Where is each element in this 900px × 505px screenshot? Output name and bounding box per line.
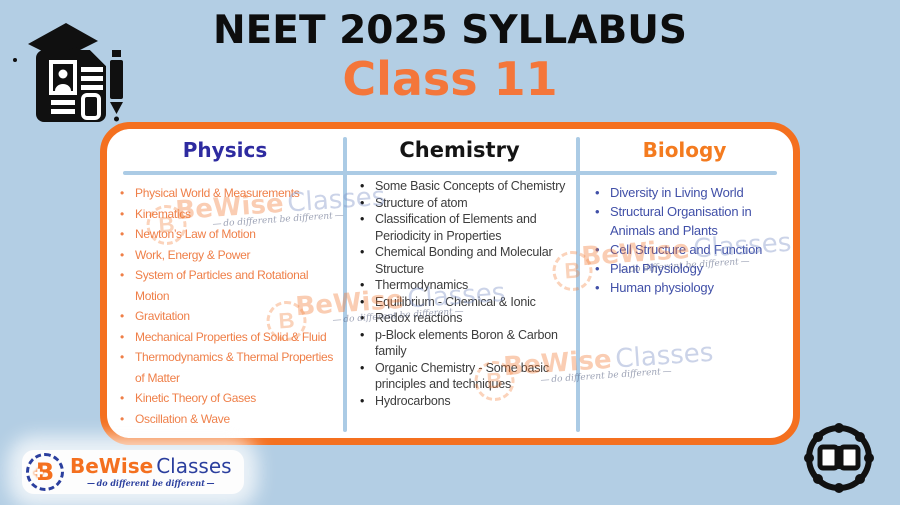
syllabus-topic: Organic Chemistry - Some basic principle… (359, 360, 566, 393)
syllabus-topic: Plant Physiology (594, 259, 787, 278)
physics-column: Physics Physical World & MeasurementsKin… (107, 129, 343, 438)
syllabus-topic: System of Particles and Rotational Motio… (119, 265, 341, 306)
chemistry-column: Chemistry Some Basic Concepts of Chemist… (343, 129, 576, 438)
syllabus-card: Physics Physical World & MeasurementsKin… (100, 122, 800, 445)
syllabus-topic: Oscillation & Wave (119, 409, 341, 430)
syllabus-topic: Newton’s Law of Motion (119, 224, 341, 245)
physics-topic-list: Physical World & MeasurementsKinematicsN… (119, 183, 341, 429)
syllabus-topic: Thermodynamics & Thermal Properties of M… (119, 347, 341, 388)
physics-column-title: Physics (182, 138, 268, 162)
syllabus-topic: Kinematics (119, 204, 341, 225)
biology-column: Biology Diversity in Living WorldStructu… (576, 129, 793, 438)
syllabus-topic: Physical World & Measurements (119, 183, 341, 204)
chemistry-column-title: Chemistry (399, 138, 520, 162)
bewise-classes-logo: B ✚ BeWiseClasses do different be differ… (22, 450, 244, 494)
open-book-icon (797, 416, 881, 505)
syllabus-topic: Kinetic Theory of Gases (119, 388, 341, 409)
syllabus-topic: Hydrocarbons (359, 393, 566, 410)
page-subtitle: Class 11 (342, 51, 558, 106)
bewise-logo-icon: B ✚ (26, 453, 64, 491)
syllabus-topic: Cell Structure and Function (594, 240, 787, 259)
syllabus-topic: Human physiology (594, 278, 787, 297)
syllabus-topic: Classification of Elements and Periodici… (359, 211, 566, 244)
syllabus-topic: p-Block elements Boron & Carbon family (359, 327, 566, 360)
syllabus-topic: Equilibrium - Chemical & Ionic (359, 294, 566, 311)
header: NEET 2025 SYLLABUS Class 11 (0, 8, 900, 106)
syllabus-topic: Mechanical Properties of Solid & Fluid (119, 327, 341, 348)
syllabus-topic: Work, Energy & Power (119, 245, 341, 266)
plus-icon: ✚ (34, 468, 44, 480)
syllabus-document-icon (6, 12, 126, 129)
column-divider (343, 137, 347, 432)
page-title: NEET 2025 SYLLABUS (213, 8, 687, 53)
syllabus-topic: Gravitation (119, 306, 341, 327)
syllabus-topic: Structural Organisation in Animals and P… (594, 202, 787, 240)
syllabus-topic: Diversity in Living World (594, 183, 787, 202)
syllabus-topic: Thermodynamics (359, 277, 566, 294)
syllabus-topic: Redox reactions (359, 310, 566, 327)
syllabus-topic: Chemical Bonding and Molecular Structure (359, 244, 566, 277)
biology-topic-list: Diversity in Living WorldStructural Orga… (594, 183, 787, 297)
syllabus-topic: Some Basic Concepts of Chemistry (359, 178, 566, 195)
column-divider (576, 137, 580, 432)
biology-column-title: Biology (642, 138, 727, 162)
header-underline (123, 171, 777, 175)
chemistry-topic-list: Some Basic Concepts of ChemistryStructur… (359, 178, 566, 409)
syllabus-topic: Structure of atom (359, 195, 566, 212)
